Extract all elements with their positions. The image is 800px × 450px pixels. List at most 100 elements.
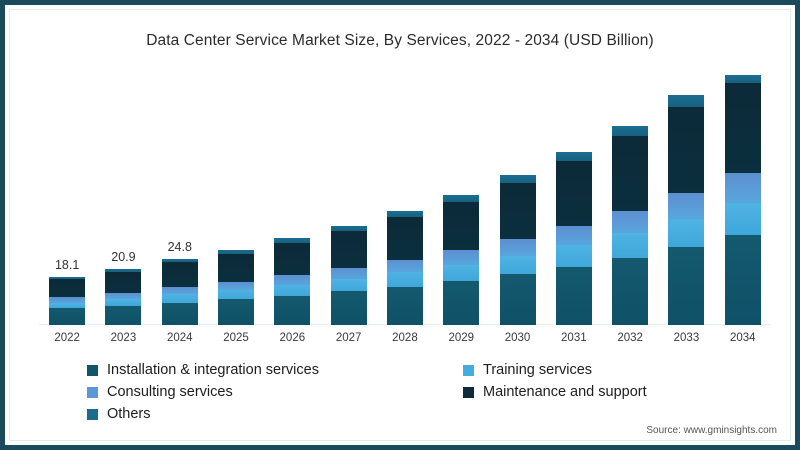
bar-segment-installation-integration-services[interactable] (330, 291, 367, 325)
bar-group-2025[interactable] (208, 67, 264, 325)
bar-segment-others[interactable] (443, 194, 480, 202)
bar-segment-installation-integration-services[interactable] (668, 247, 705, 325)
bar-group-2033[interactable] (658, 67, 714, 325)
bar-group-2034[interactable] (715, 67, 771, 325)
bar-segment-training-services[interactable] (274, 284, 311, 296)
bar-segment-consulting-services[interactable] (105, 293, 142, 300)
bar-segment-consulting-services[interactable] (724, 173, 761, 203)
bar-segment-others[interactable] (49, 276, 86, 280)
bar-segment-training-services[interactable] (218, 290, 255, 300)
stacked-bar[interactable] (105, 269, 142, 325)
bar-segment-others[interactable] (668, 95, 705, 108)
bar-segment-maintenance-and-support[interactable] (668, 107, 705, 194)
bar-segment-maintenance-and-support[interactable] (386, 217, 423, 260)
stacked-bar[interactable] (274, 238, 311, 325)
bar-segment-installation-integration-services[interactable] (218, 299, 255, 325)
x-tick-2022: 2022 (54, 332, 80, 344)
stacked-bar[interactable] (330, 225, 367, 325)
legend-item-maintenance-and-support[interactable]: Maintenance and support (463, 384, 647, 400)
bar-segment-installation-integration-services[interactable] (499, 274, 536, 325)
bar-group-2032[interactable] (602, 67, 658, 325)
stacked-bar[interactable] (612, 125, 649, 325)
bar-segment-others[interactable] (612, 125, 649, 137)
bar-segment-training-services[interactable] (555, 245, 592, 267)
bar-segment-consulting-services[interactable] (386, 259, 423, 273)
bar-segment-training-services[interactable] (330, 279, 367, 292)
bar-group-2023[interactable]: 20.9 (95, 67, 151, 325)
bar-segment-others[interactable] (274, 238, 311, 243)
stacked-bar[interactable] (443, 194, 480, 325)
stacked-bar[interactable] (386, 211, 423, 325)
bar-group-2030[interactable] (489, 67, 545, 325)
bar-group-2031[interactable] (546, 67, 602, 325)
legend-item-installation-integration-services[interactable]: Installation & integration services (87, 362, 319, 378)
chart-legend: Installation & integration services Consu… (87, 362, 727, 424)
bar-segment-consulting-services[interactable] (612, 210, 649, 233)
bar-segment-training-services[interactable] (612, 232, 649, 258)
bar-group-2024[interactable]: 24.8 (152, 67, 208, 325)
bar-segment-installation-integration-services[interactable] (105, 306, 142, 325)
bar-segment-consulting-services[interactable] (330, 268, 367, 280)
bar-segment-training-services[interactable] (443, 264, 480, 281)
bar-segment-others[interactable] (555, 152, 592, 162)
bar-segment-others[interactable] (724, 75, 761, 84)
bar-segment-consulting-services[interactable] (49, 297, 86, 303)
bar-segment-installation-integration-services[interactable] (724, 235, 761, 325)
bar-segment-maintenance-and-support[interactable] (724, 83, 761, 174)
bar-segment-others[interactable] (499, 175, 536, 183)
bar-segment-others[interactable] (330, 225, 367, 231)
bar-segment-training-services[interactable] (724, 202, 761, 236)
stacked-bar[interactable] (49, 276, 86, 325)
bar-segment-maintenance-and-support[interactable] (105, 272, 142, 294)
bar-segment-training-services[interactable] (105, 299, 142, 307)
bar-segment-maintenance-and-support[interactable] (499, 182, 536, 240)
stacked-bar[interactable] (555, 152, 592, 325)
bar-value-label-2023: 20.9 (111, 250, 136, 265)
stacked-bar[interactable] (668, 95, 705, 325)
bar-segment-consulting-services[interactable] (161, 287, 198, 295)
bar-segment-maintenance-and-support[interactable] (274, 242, 311, 276)
stacked-bar[interactable] (499, 175, 536, 325)
bar-segment-maintenance-and-support[interactable] (161, 262, 198, 288)
bar-segment-training-services[interactable] (49, 302, 86, 309)
bar-segment-maintenance-and-support[interactable] (49, 279, 86, 298)
bar-segment-consulting-services[interactable] (499, 239, 536, 256)
bar-segment-installation-integration-services[interactable] (386, 286, 423, 325)
bar-segment-training-services[interactable] (499, 255, 536, 275)
bar-segment-maintenance-and-support[interactable] (218, 253, 255, 282)
bar-segment-maintenance-and-support[interactable] (555, 161, 592, 227)
bar-segment-others[interactable] (218, 249, 255, 254)
bar-group-2027[interactable] (321, 67, 377, 325)
bar-segment-others[interactable] (161, 258, 198, 263)
bar-segment-training-services[interactable] (668, 218, 705, 248)
legend-item-consulting-services[interactable]: Consulting services (87, 384, 233, 400)
x-tick-2034: 2034 (729, 332, 756, 344)
bar-segment-others[interactable] (105, 269, 142, 273)
bar-segment-maintenance-and-support[interactable] (330, 230, 367, 269)
stacked-bar[interactable] (161, 258, 198, 325)
bar-group-2026[interactable] (264, 67, 320, 325)
bar-segment-others[interactable] (386, 211, 423, 218)
bar-group-2029[interactable] (433, 67, 489, 325)
legend-item-others[interactable]: Others (87, 406, 151, 422)
bar-group-2028[interactable] (377, 67, 433, 325)
bar-segment-installation-integration-services[interactable] (274, 295, 311, 325)
stacked-bar[interactable] (218, 249, 255, 325)
bar-segment-installation-integration-services[interactable] (555, 266, 592, 325)
bar-segment-installation-integration-services[interactable] (49, 308, 86, 325)
bar-segment-consulting-services[interactable] (274, 275, 311, 285)
bar-segment-training-services[interactable] (161, 294, 198, 303)
bar-segment-installation-integration-services[interactable] (612, 257, 649, 325)
bar-segment-training-services[interactable] (386, 272, 423, 287)
bar-group-2022[interactable]: 18.1 (39, 67, 95, 325)
legend-item-training-services[interactable]: Training services (463, 362, 592, 378)
bar-segment-installation-integration-services[interactable] (161, 302, 198, 325)
stacked-bar[interactable] (724, 75, 761, 325)
bar-segment-maintenance-and-support[interactable] (443, 201, 480, 251)
bar-segment-consulting-services[interactable] (443, 250, 480, 265)
bar-segment-consulting-services[interactable] (218, 281, 255, 291)
bar-segment-consulting-services[interactable] (668, 193, 705, 219)
bar-segment-maintenance-and-support[interactable] (612, 136, 649, 211)
bar-segment-installation-integration-services[interactable] (443, 280, 480, 325)
bar-segment-consulting-services[interactable] (555, 226, 592, 246)
